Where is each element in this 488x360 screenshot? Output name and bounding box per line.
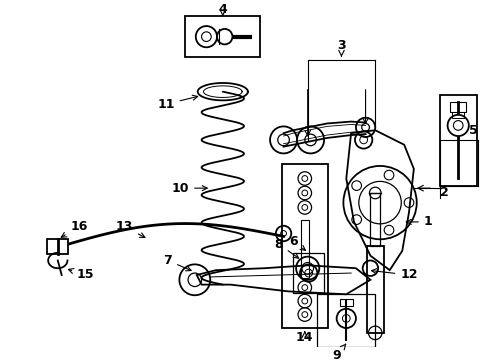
Bar [366,246,383,333]
Text: 14: 14 [295,331,313,344]
Bar [47,239,68,254]
Bar [185,17,260,57]
Text: 11: 11 [157,95,197,111]
Bar [300,220,308,278]
Text: 4: 4 [218,3,227,16]
Text: 5: 5 [468,124,477,137]
Bar [449,102,465,112]
Bar [439,95,476,186]
Text: 16: 16 [61,220,87,237]
Text: 7: 7 [163,254,191,271]
Text: 6: 6 [288,235,305,250]
Circle shape [447,115,468,136]
Bar [369,193,379,246]
Polygon shape [196,265,369,294]
Text: 1: 1 [406,215,432,228]
Text: 9: 9 [332,344,345,360]
Text: 2: 2 [439,186,448,199]
Bar [339,299,352,306]
Bar [451,112,463,118]
Text: 15: 15 [68,269,94,282]
Text: 12: 12 [371,269,417,282]
Text: 13: 13 [116,220,144,238]
Polygon shape [346,130,413,270]
Text: 10: 10 [171,182,207,195]
Circle shape [217,29,232,44]
Bar [317,294,374,347]
Text: 8: 8 [274,238,298,258]
Bar [293,253,324,293]
Text: 3: 3 [336,39,345,52]
Bar [281,164,327,328]
